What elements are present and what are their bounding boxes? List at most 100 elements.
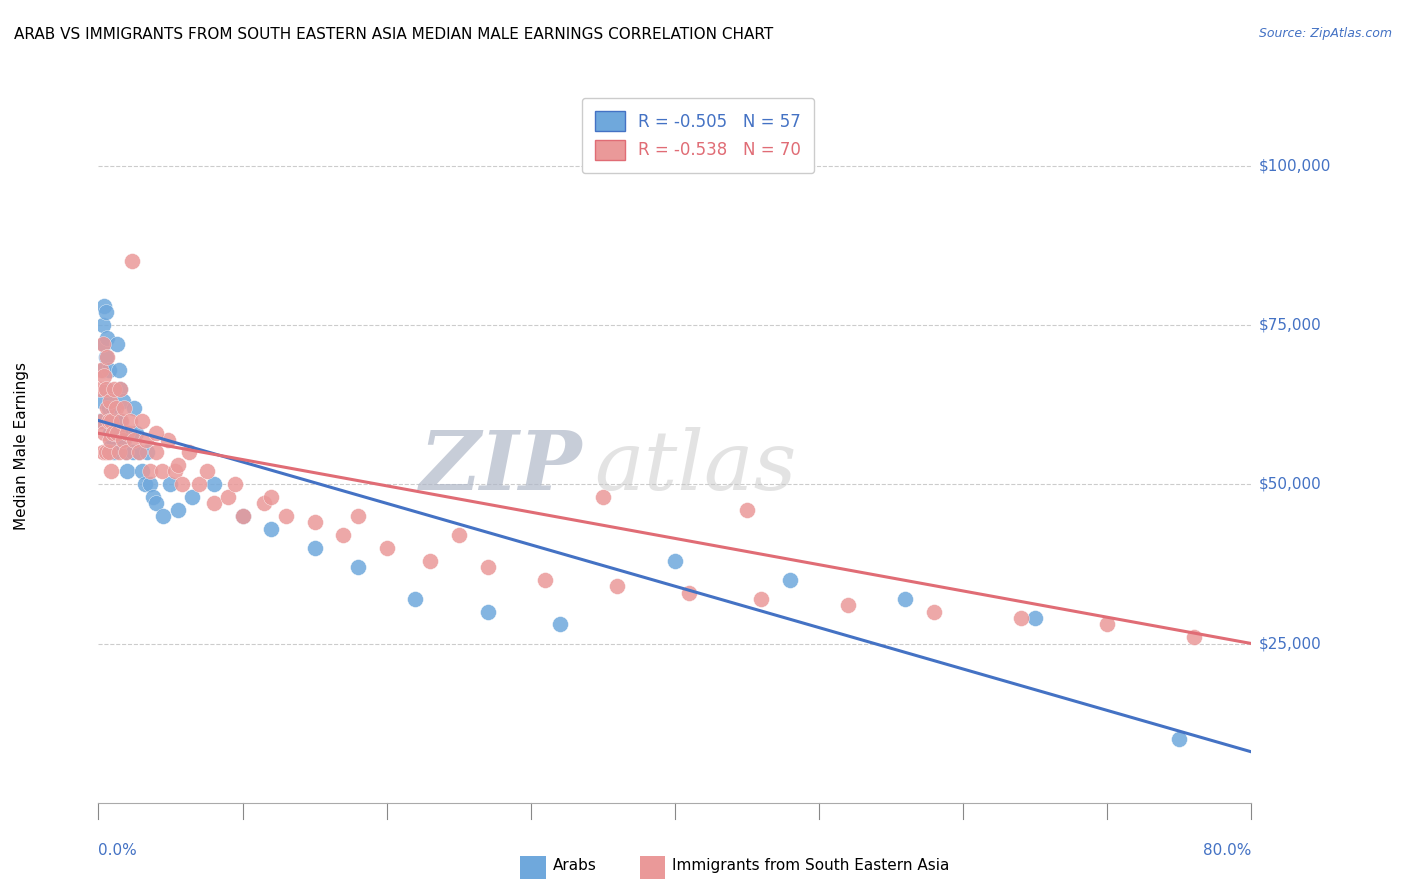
Point <box>346 509 368 524</box>
Point <box>134 477 156 491</box>
Point <box>103 382 125 396</box>
Point <box>122 445 145 459</box>
Point <box>142 490 165 504</box>
Point <box>1024 611 1046 625</box>
Point <box>108 382 131 396</box>
Point <box>100 465 122 479</box>
Text: Source: ZipAtlas.com: Source: ZipAtlas.com <box>1258 27 1392 40</box>
Point <box>96 382 118 396</box>
Point <box>120 413 142 427</box>
Point <box>96 331 118 345</box>
Point <box>664 554 686 568</box>
Point <box>120 426 142 441</box>
Point <box>89 413 111 427</box>
Point <box>274 509 297 524</box>
Point <box>107 445 129 459</box>
Point <box>202 477 225 491</box>
Point <box>346 560 368 574</box>
Point <box>91 318 114 332</box>
Point <box>101 433 124 447</box>
Point <box>131 413 153 427</box>
Point <box>136 445 159 459</box>
Text: $100,000: $100,000 <box>1258 158 1330 173</box>
Point <box>114 445 136 459</box>
Point <box>894 591 917 606</box>
Point <box>98 388 121 402</box>
Point <box>112 433 135 447</box>
Text: atlas: atlas <box>595 427 797 508</box>
Point <box>260 490 283 504</box>
Point <box>124 433 146 447</box>
Point <box>181 490 204 504</box>
Point <box>135 433 157 447</box>
Point <box>90 362 112 376</box>
Point <box>139 465 162 479</box>
Text: 80.0%: 80.0% <box>1204 843 1251 858</box>
Point <box>97 401 120 415</box>
Point <box>117 465 138 479</box>
Point <box>159 477 181 491</box>
Point <box>217 490 239 504</box>
Text: $75,000: $75,000 <box>1258 318 1322 333</box>
Point <box>89 382 111 396</box>
Point <box>179 445 201 459</box>
Point <box>534 573 557 587</box>
Text: 0.0%: 0.0% <box>98 843 138 858</box>
Point <box>139 477 162 491</box>
Point <box>163 465 186 479</box>
Text: $50,000: $50,000 <box>1258 476 1322 491</box>
Point <box>128 445 150 459</box>
Point <box>678 585 700 599</box>
Point <box>98 433 121 447</box>
Point <box>93 426 115 441</box>
Point <box>111 433 134 447</box>
Point <box>111 394 134 409</box>
Point <box>101 426 124 441</box>
Point <box>100 413 122 427</box>
Point <box>124 401 146 415</box>
Point <box>375 541 398 555</box>
Point <box>477 560 499 574</box>
Point <box>98 426 121 441</box>
Point <box>304 541 326 555</box>
Point <box>94 445 117 459</box>
Point <box>166 502 188 516</box>
Point <box>1168 732 1191 747</box>
Point <box>101 401 124 415</box>
Point <box>121 254 143 268</box>
Point <box>170 477 193 491</box>
Point <box>94 305 117 319</box>
Point <box>108 382 131 396</box>
Text: Median Male Earnings: Median Male Earnings <box>14 362 28 530</box>
Point <box>592 490 614 504</box>
Point <box>231 509 254 524</box>
Point <box>150 465 173 479</box>
Point <box>93 368 115 383</box>
Point <box>93 337 115 351</box>
Point <box>1182 630 1205 644</box>
Point <box>548 617 571 632</box>
Legend: R = -0.505   N = 57, R = -0.538   N = 70: R = -0.505 N = 57, R = -0.538 N = 70 <box>582 97 814 173</box>
Text: Immigrants from South Eastern Asia: Immigrants from South Eastern Asia <box>672 858 949 872</box>
Point <box>96 401 118 415</box>
Point <box>100 439 122 453</box>
Point <box>131 465 153 479</box>
Point <box>125 426 148 441</box>
Point <box>91 445 114 459</box>
Point <box>1097 617 1119 632</box>
Point <box>751 591 773 606</box>
Text: Arabs: Arabs <box>553 858 596 872</box>
Point <box>97 413 120 427</box>
Point <box>304 516 326 530</box>
Text: ZIP: ZIP <box>420 427 582 508</box>
Point <box>114 445 136 459</box>
Point <box>110 413 132 427</box>
Point <box>107 362 129 376</box>
Point <box>735 502 758 516</box>
Point <box>104 401 127 415</box>
Text: $25,000: $25,000 <box>1258 636 1322 651</box>
Point <box>156 433 179 447</box>
Point <box>104 413 127 427</box>
FancyBboxPatch shape <box>633 851 672 884</box>
Text: ARAB VS IMMIGRANTS FROM SOUTH EASTERN ASIA MEDIAN MALE EARNINGS CORRELATION CHAR: ARAB VS IMMIGRANTS FROM SOUTH EASTERN AS… <box>14 27 773 42</box>
